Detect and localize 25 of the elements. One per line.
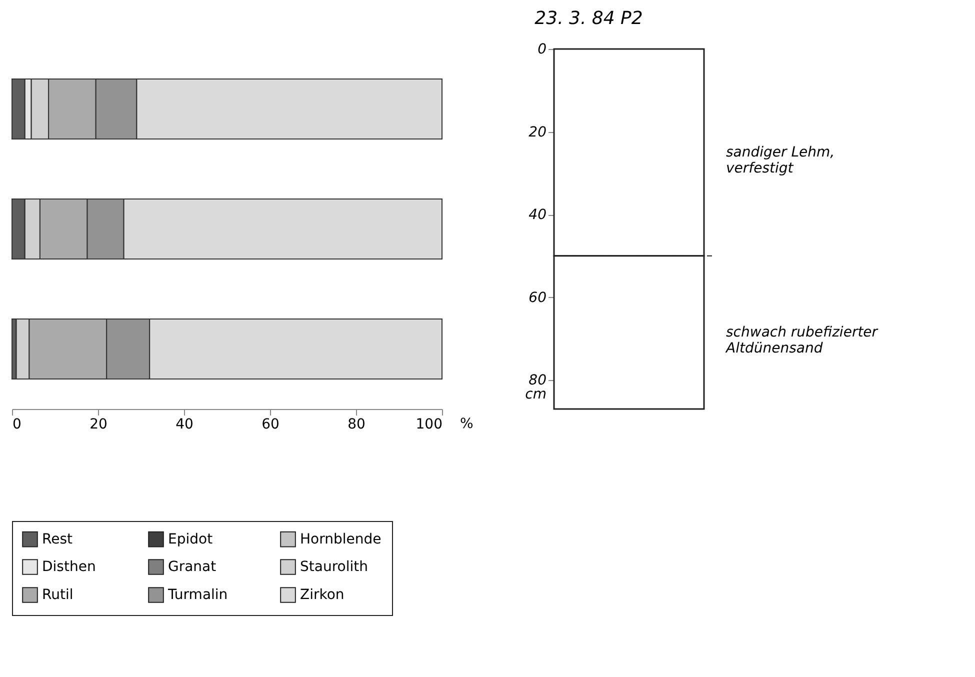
- y-tick-label: 20: [528, 124, 547, 140]
- chart-title: 23. 3. 84 P2: [534, 8, 643, 29]
- legend-label: Rutil: [42, 587, 74, 603]
- legend-label: Rest: [42, 531, 74, 548]
- legend-label: Zirkon: [300, 587, 344, 603]
- legend-label: Epidot: [168, 531, 214, 548]
- x-tick-label: 100: [416, 416, 442, 432]
- x-tick-label: 20: [90, 416, 108, 432]
- y-tick-label: 40: [528, 207, 547, 224]
- x-tick-label: 80: [348, 416, 366, 432]
- y-tick-label: 80: [528, 372, 547, 389]
- legend-label: Turmalin: [167, 587, 228, 603]
- x-tick-label: 40: [176, 416, 194, 432]
- x-axis-title: %: [460, 416, 474, 432]
- legend-label: Hornblende: [300, 531, 382, 548]
- y-axis-title: cm: [525, 386, 546, 402]
- legend-label: Staurolith: [300, 559, 368, 575]
- text: sandiger Lehm, verfestigt: [726, 144, 835, 176]
- y-tick-label: 60: [528, 290, 547, 306]
- y-tick-label: 0: [538, 42, 547, 58]
- legend-label: Granat: [168, 559, 217, 575]
- x-tick-label: 0: [12, 416, 22, 432]
- text: schwach rubefizierter Altdünensand: [725, 324, 879, 356]
- x-tick-label: 60: [262, 416, 280, 432]
- legend-label: Disthen: [42, 559, 96, 575]
